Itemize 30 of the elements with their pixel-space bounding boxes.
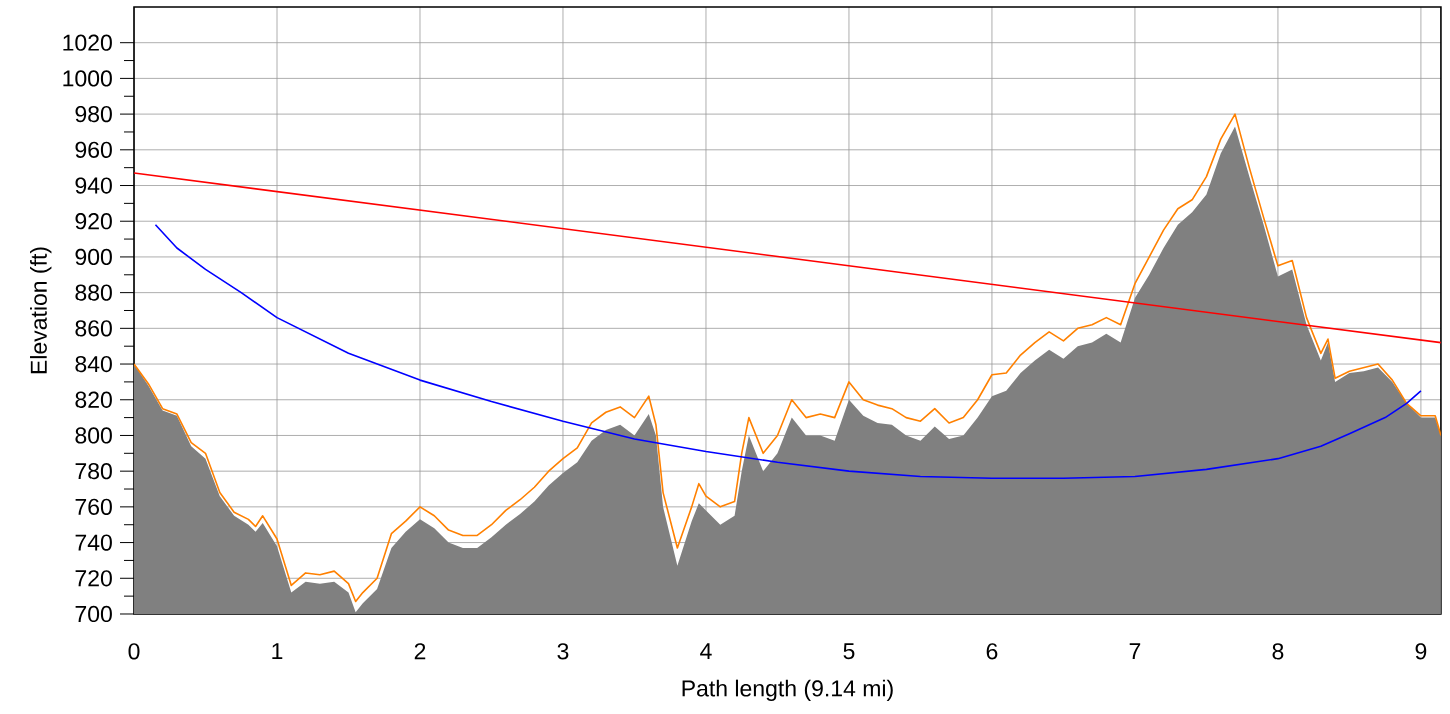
y-axis-title: Elevation (ft) (30, 247, 52, 374)
y-tick-label: 920 (75, 213, 112, 230)
x-tick-label: 4 (700, 643, 712, 660)
y-tick-label: 720 (75, 570, 112, 587)
y-tick-label: 800 (75, 427, 112, 444)
x-tick-label: 7 (1129, 643, 1141, 660)
y-tick-label: 880 (75, 284, 112, 301)
x-axis-title: Path length (9.14 mi) (682, 679, 893, 702)
x-tick-label: 1 (272, 643, 283, 660)
x-tick-label: 8 (1272, 643, 1284, 660)
x-tick-label: 2 (414, 643, 426, 660)
x-tick-label: 3 (557, 643, 569, 660)
y-tick-label: 820 (75, 391, 112, 408)
y-tick-label: 1000 (63, 70, 112, 87)
y-tick-label: 1020 (63, 34, 112, 51)
y-tick-label: 700 (75, 605, 112, 623)
y-tick-label: 900 (75, 248, 112, 266)
y-tick-label: 980 (75, 105, 112, 123)
y-tick-label: 780 (75, 463, 112, 480)
y-tick-label: 960 (75, 141, 112, 158)
x-tick-label: 5 (843, 643, 855, 660)
line-series (154, 223, 1422, 480)
y-tick-label: 940 (75, 177, 112, 194)
x-tick-label: 9 (1415, 643, 1427, 660)
y-tick-label: 840 (75, 355, 112, 373)
y-tick-label: 740 (75, 534, 112, 551)
y-tick-label: 860 (75, 320, 112, 337)
x-tick-label: 6 (986, 643, 998, 660)
x-tick-label: 0 (128, 643, 140, 660)
y-tick-label: 760 (75, 498, 112, 516)
